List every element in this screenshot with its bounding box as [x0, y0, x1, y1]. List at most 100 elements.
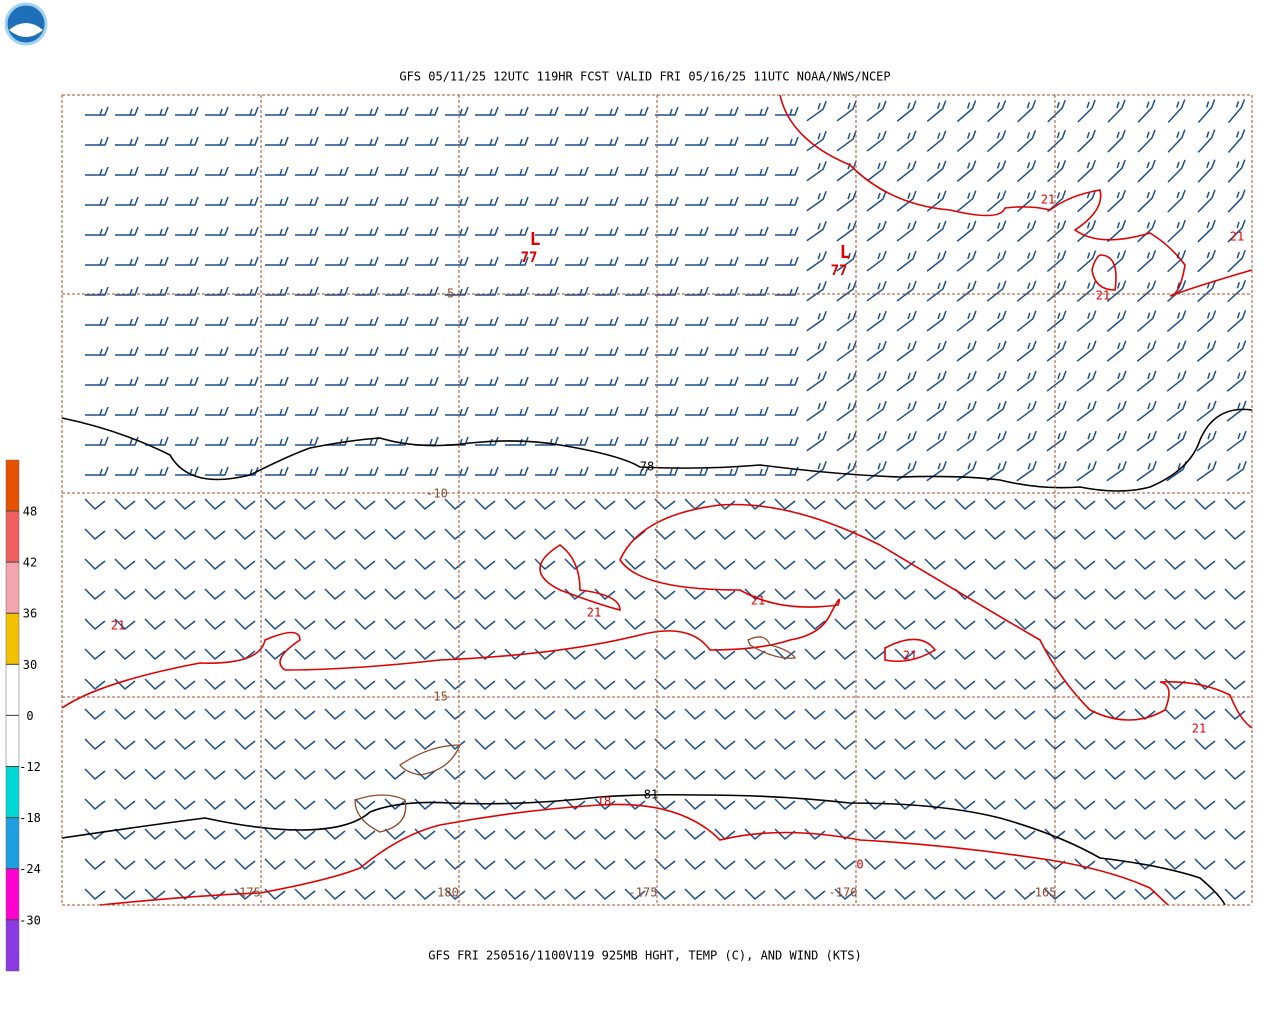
wind-barb	[654, 828, 676, 841]
wind-barb	[174, 498, 196, 511]
wind-barb	[355, 466, 379, 476]
wind-barb	[534, 888, 556, 901]
wind-barb	[534, 828, 556, 841]
wind-barb	[836, 190, 857, 212]
wind-barb	[654, 588, 676, 601]
wind-barb	[115, 346, 139, 356]
wind-barb	[1164, 708, 1186, 721]
wind-barb	[744, 528, 766, 541]
wind-barb	[234, 678, 256, 691]
wind-barb	[1164, 888, 1186, 901]
map-grid	[61, 94, 1253, 906]
wind-barb	[84, 708, 106, 721]
wind-barb	[774, 588, 796, 601]
wind-barb	[144, 618, 166, 631]
wind-barb	[475, 406, 499, 416]
wind-barb	[1047, 99, 1066, 123]
wind-barb	[475, 376, 499, 386]
wind-barb	[505, 226, 529, 236]
wind-barb	[594, 828, 616, 841]
wind-barb	[894, 678, 916, 691]
wind-barb	[535, 106, 559, 116]
wind-barb	[715, 166, 739, 176]
wind-barb	[445, 196, 469, 206]
wind-barb	[1106, 310, 1127, 332]
wind-barb	[84, 858, 106, 871]
wind-barb	[806, 160, 827, 182]
wind-barb	[984, 858, 1006, 871]
wind-barb	[84, 618, 106, 631]
wind-barb	[594, 678, 616, 691]
wind-barb	[1104, 888, 1126, 901]
wind-barb	[204, 648, 226, 661]
wind-barb	[415, 256, 439, 266]
wind-barb	[896, 130, 917, 152]
wind-barb	[354, 528, 376, 541]
wind-barb	[505, 136, 529, 146]
wind-barb	[234, 648, 256, 661]
wind-barb	[1137, 189, 1156, 213]
wind-barb	[624, 828, 646, 841]
wind-barb	[1194, 618, 1216, 631]
wind-barb	[325, 136, 349, 146]
wind-barb	[894, 768, 916, 781]
wind-barb	[1076, 370, 1097, 392]
wind-barb	[204, 708, 226, 721]
wind-barb	[654, 858, 676, 871]
wind-barb	[385, 256, 409, 266]
wind-barb	[414, 738, 436, 751]
wind-barb	[85, 286, 109, 296]
wind-barb	[1074, 738, 1096, 751]
wind-barb	[806, 280, 827, 302]
wind-barb	[444, 858, 466, 871]
wind-barb	[295, 286, 319, 296]
wind-barb	[354, 828, 376, 841]
wind-barb	[444, 828, 466, 841]
wind-barb	[864, 528, 886, 541]
wind-barb	[594, 708, 616, 721]
wind-barb	[1224, 738, 1246, 751]
wind-barb	[1104, 858, 1126, 871]
wind-barb	[564, 798, 586, 811]
wind-barb	[655, 166, 679, 176]
wind-barb	[175, 286, 199, 296]
wind-barb	[684, 648, 706, 661]
wind-barb	[744, 558, 766, 571]
wind-barb	[504, 858, 526, 871]
wind-barb	[986, 250, 1007, 272]
wind-barb	[445, 406, 469, 416]
wind-barb	[956, 280, 977, 302]
wind-barb	[84, 798, 106, 811]
wind-barb	[594, 768, 616, 781]
wind-barb	[355, 376, 379, 386]
wind-barb	[924, 708, 946, 721]
wind-barb	[745, 436, 769, 446]
wind-barb	[836, 340, 857, 362]
wind-barb	[174, 618, 196, 631]
wind-barb	[1077, 99, 1096, 123]
wind-barb	[1044, 768, 1066, 781]
wind-barb	[684, 618, 706, 631]
color-label: -18	[19, 811, 41, 825]
wind-barb	[384, 498, 406, 511]
wind-barb	[204, 798, 226, 811]
wind-barb	[294, 828, 316, 841]
wind-barb	[714, 528, 736, 541]
wind-barb	[505, 256, 529, 266]
wind-barb	[1164, 528, 1186, 541]
wind-barb	[894, 588, 916, 601]
wind-barb	[654, 528, 676, 541]
wind-barb	[595, 166, 619, 176]
wind-barb	[834, 618, 856, 631]
wind-barb	[504, 678, 526, 691]
wind-barb	[174, 708, 196, 721]
wind-barb	[445, 166, 469, 176]
wind-barb	[85, 316, 109, 326]
wind-barb	[956, 310, 977, 332]
wind-barb	[205, 196, 229, 206]
wind-barb	[1194, 858, 1216, 871]
wind-barb	[896, 250, 917, 272]
wind-barb	[654, 888, 676, 901]
wind-barb	[714, 768, 736, 781]
wind-barb	[205, 256, 229, 266]
